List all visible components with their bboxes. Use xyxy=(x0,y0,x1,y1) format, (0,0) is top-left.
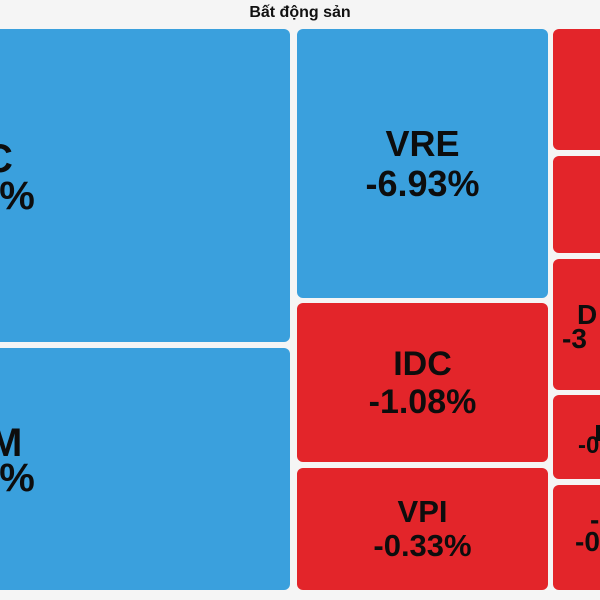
ticker-label: M xyxy=(0,421,23,465)
ticker-label: - xyxy=(590,504,600,535)
treemap-tile-right-2[interactable] xyxy=(553,156,600,253)
change-percent: -3 xyxy=(562,323,587,354)
ticker-label: VPI xyxy=(397,494,448,529)
clipped-ticker-sliver xyxy=(596,425,600,441)
change-percent: 2% xyxy=(0,456,35,500)
ticker-label: C xyxy=(0,139,13,179)
change-percent: -0.33% xyxy=(373,528,472,563)
treemap-tile-right-4[interactable]: -0 xyxy=(553,395,600,479)
change-percent: -6.93% xyxy=(365,162,480,204)
ticker-label: IDC xyxy=(393,344,452,383)
treemap-tile-vpi[interactable]: VPI -0.33% xyxy=(297,468,548,590)
treemap-tile-right-5[interactable]: - -0 xyxy=(553,485,600,590)
treemap-tile-right-3[interactable]: D -3 xyxy=(553,259,600,390)
treemap-tile-vre[interactable]: VRE -6.93% xyxy=(297,29,548,298)
change-percent: -0 xyxy=(578,432,600,459)
change-percent: -0 xyxy=(575,526,600,557)
ticker-label: D xyxy=(577,299,598,330)
sector-title: Bất động sản xyxy=(249,4,351,21)
treemap-tile-left-top[interactable]: C 5% xyxy=(0,29,290,342)
treemap-tile-idc[interactable]: IDC -1.08% xyxy=(297,303,548,462)
ticker-label: VRE xyxy=(385,122,460,164)
change-percent: -1.08% xyxy=(368,382,477,421)
change-percent: 5% xyxy=(0,174,35,218)
treemap-tile-left-bottom[interactable]: M 2% xyxy=(0,348,290,590)
treemap-tile-right-1[interactable] xyxy=(553,29,600,150)
